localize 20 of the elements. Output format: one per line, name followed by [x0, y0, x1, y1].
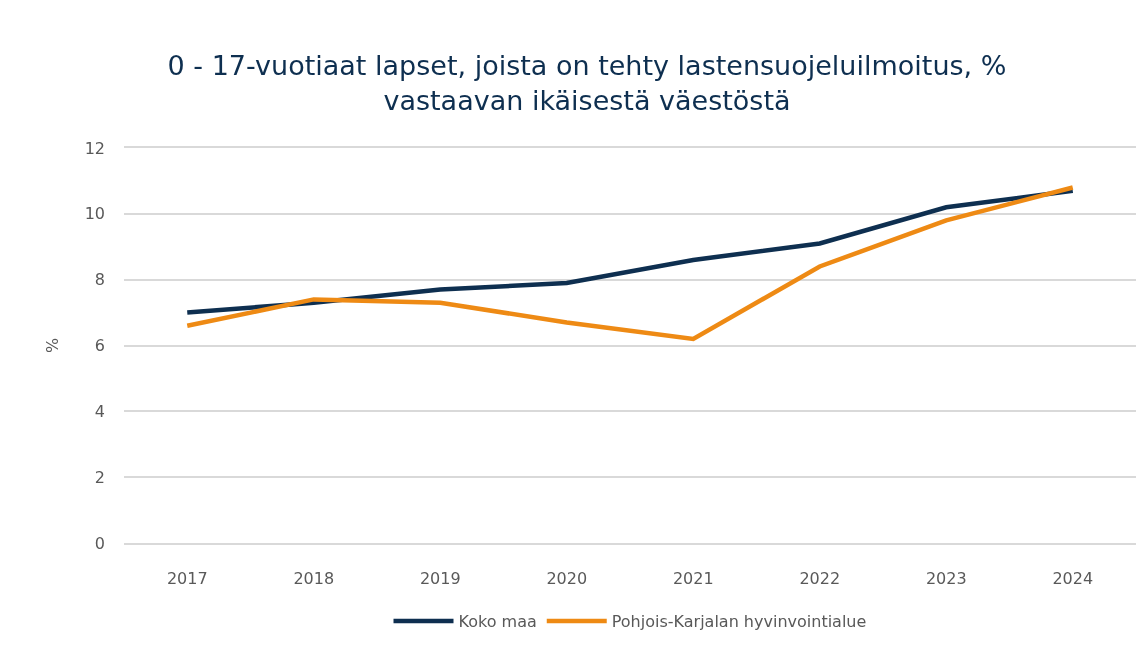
x-tick-label: 2023 [925, 568, 967, 588]
x-tick-label: 2018 [293, 568, 335, 588]
y-tick-label: 12 [84, 138, 105, 158]
y-tick-label: 0 [94, 533, 105, 553]
x-tick-label: 2022 [799, 568, 841, 588]
y-tick-label: 4 [94, 401, 105, 421]
x-tick-label: 2020 [546, 568, 588, 588]
y-tick-label: 8 [94, 270, 105, 290]
chart-title: 0 - 17-vuotiaat lapset, joista on tehty lastensuojeluilmoitus, % vastaavan ikäisestä väestöstä [167, 50, 1007, 117]
legend-label: Pohjois-Karjalan hyvinvointialue [611, 612, 867, 632]
y-tick-label: 10 [84, 204, 105, 224]
y-axis-title: % [42, 337, 62, 354]
legend-label: Koko maa [458, 612, 537, 632]
y-tick-label: 6 [94, 336, 105, 356]
x-tick-label: 2019 [419, 568, 461, 588]
line-series [185, 185, 1075, 342]
x-tick-label: 2021 [672, 568, 714, 588]
x-tick-label: 2017 [166, 568, 208, 588]
x-tick-label: 2024 [1052, 568, 1094, 588]
y-tick-label: 2 [94, 467, 105, 487]
